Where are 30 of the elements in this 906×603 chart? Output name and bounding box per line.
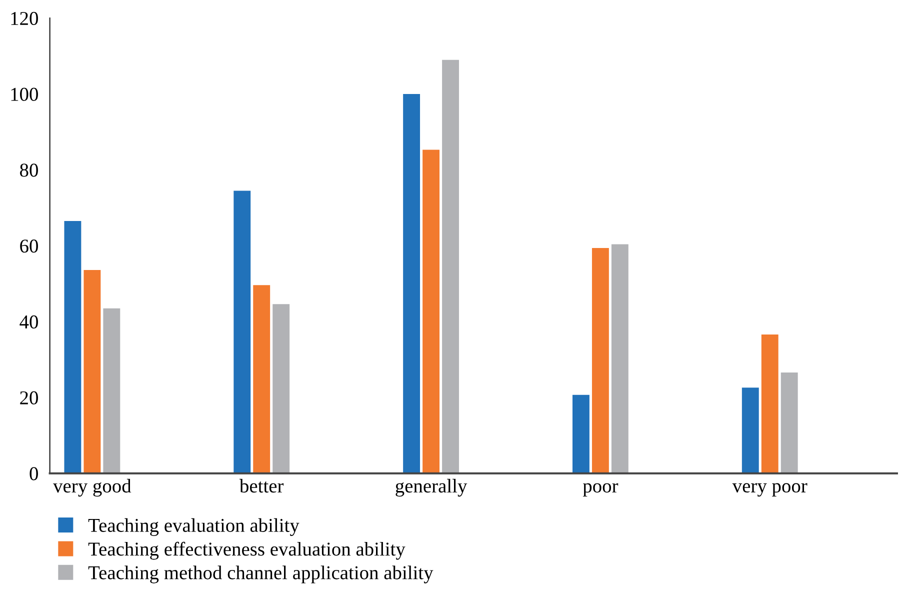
y-tick-label: 80	[20, 164, 38, 177]
bar	[592, 248, 609, 474]
y-tick-label: 100	[11, 88, 38, 101]
x-tick-label: poor	[582, 483, 618, 497]
y-tick-label: 40	[20, 315, 38, 329]
bar	[761, 334, 778, 474]
bar	[84, 270, 101, 474]
bar	[64, 221, 82, 474]
x-tick-label: very good	[53, 478, 132, 497]
x-tick-label: generally	[396, 478, 468, 497]
bar	[403, 94, 420, 474]
bar	[234, 190, 251, 474]
bar	[442, 60, 459, 474]
bar	[742, 388, 759, 474]
y-tick-label: 60	[20, 240, 38, 253]
y-tick-label: 120	[11, 12, 38, 26]
bar	[253, 285, 270, 474]
legend-label: Teaching effectiveness evaluation ability	[88, 542, 406, 560]
bar	[572, 394, 590, 474]
bar	[422, 150, 440, 474]
x-tick-label: very poor	[732, 483, 808, 497]
bar	[780, 372, 798, 474]
legend-label: Teaching evaluation ability	[88, 518, 300, 536]
bar	[272, 304, 290, 474]
legend-label: Teaching method channel application ability	[88, 566, 434, 584]
bar	[611, 244, 628, 474]
y-tick-label: 0	[30, 467, 38, 480]
y-tick-label: 20	[20, 391, 38, 404]
x-tick-label: better	[239, 478, 284, 493]
bar	[103, 308, 120, 474]
